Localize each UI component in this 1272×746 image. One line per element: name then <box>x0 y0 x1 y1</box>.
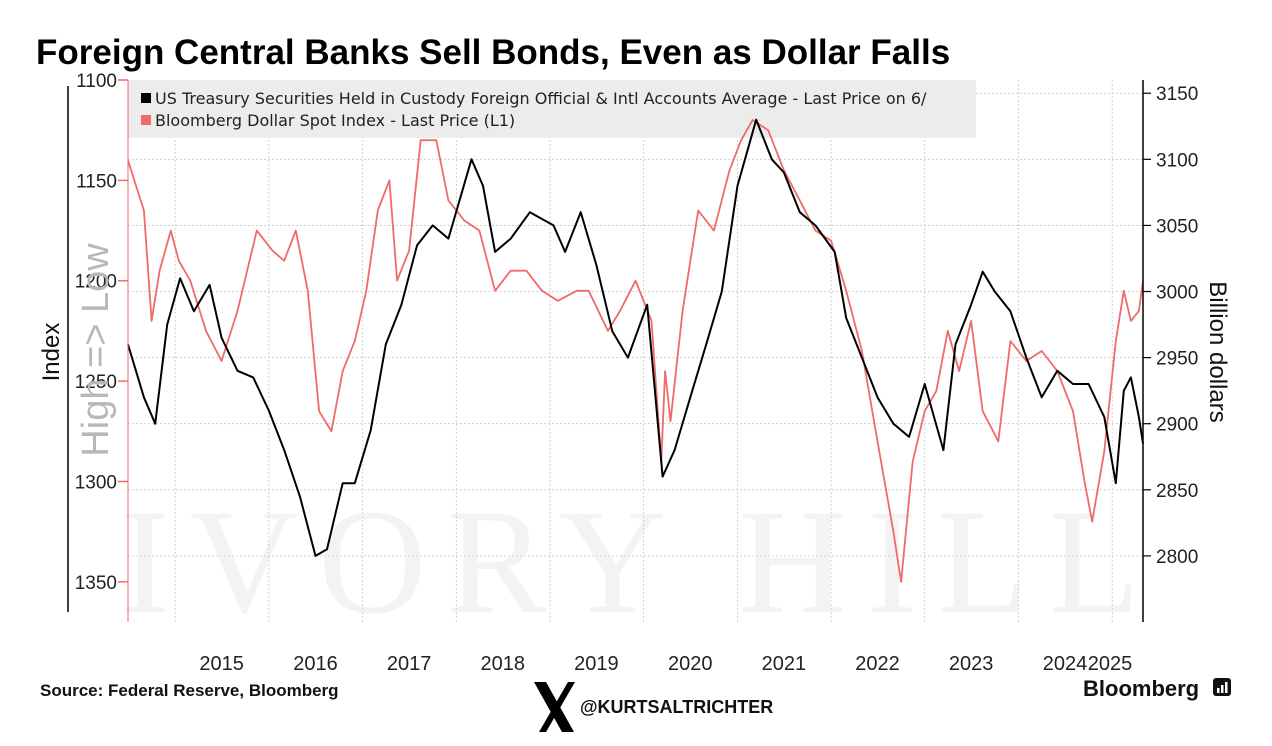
legend-label-dollar: Bloomberg Dollar Spot Index - Last Price… <box>155 111 515 130</box>
right-axis-label: Billion dollars <box>1204 281 1231 422</box>
left-axis-label: Index <box>38 323 65 382</box>
right-tick-label: 2900 <box>1156 415 1198 436</box>
series-line-dollar <box>127 119 1144 583</box>
left-tick-label: 1150 <box>76 171 117 192</box>
right-axis-ticks: 2800 2850 2900 2950 3000 3050 3100 3150 <box>1143 84 1198 568</box>
left-tick-label: 1350 <box>75 573 117 594</box>
legend-swatch-dollar <box>141 115 151 125</box>
left-tick-label: 1100 <box>76 71 117 92</box>
x-tick-label: 2022 <box>855 653 900 675</box>
right-tick-label: 3100 <box>1156 150 1198 171</box>
legend-box <box>128 80 976 138</box>
source-note: Source: Federal Reserve, Bloomberg <box>40 681 339 700</box>
x-tick-label: 2024 <box>1043 653 1088 675</box>
left-axis-ticks: 1100 1150 1200 1250 1300 1350 <box>75 71 128 594</box>
chart-title: Foreign Central Banks Sell Bonds, Even a… <box>36 33 950 72</box>
x-tick-label: 2015 <box>199 653 244 675</box>
x-tick-label: 2025 <box>1088 653 1133 675</box>
right-tick-label: 3050 <box>1156 216 1198 237</box>
series-line-custody <box>127 118 1144 557</box>
series-layer <box>127 118 1144 583</box>
legend-swatch-custody <box>141 93 151 103</box>
bloomberg-terminal-icon <box>1213 678 1231 696</box>
right-tick-label: 2850 <box>1156 481 1198 502</box>
watermark-text: IVORY HILL <box>120 479 1160 645</box>
social-handle: @KURTSALTRICHTER <box>580 697 773 717</box>
x-tick-label: 2023 <box>949 653 994 675</box>
inversion-note: High => Low <box>75 243 117 457</box>
x-tick-label: 2020 <box>668 653 713 675</box>
x-tick-label: 2016 <box>293 653 338 675</box>
x-axis-ticks: 2015 2016 2017 2018 2019 2020 2021 2022 2023 2024… <box>199 653 1132 675</box>
x-tick-label: 2019 <box>574 653 619 675</box>
bloomberg-brand: Bloomberg <box>1083 676 1199 701</box>
x-tick-label: 2018 <box>481 653 526 675</box>
right-tick-label: 2800 <box>1156 547 1198 568</box>
x-logo-icon <box>528 680 576 734</box>
right-tick-label: 3150 <box>1156 84 1198 105</box>
legend-label-custody: US Treasury Securities Held in Custody F… <box>155 89 927 108</box>
right-tick-label: 3000 <box>1156 283 1198 304</box>
left-tick-label: 1200 <box>75 272 117 293</box>
right-tick-label: 2950 <box>1156 349 1198 370</box>
left-tick-label: 1300 <box>75 472 117 493</box>
x-tick-label: 2017 <box>387 653 432 675</box>
x-tick-label: 2021 <box>762 653 807 675</box>
left-tick-label: 1250 <box>75 372 117 393</box>
